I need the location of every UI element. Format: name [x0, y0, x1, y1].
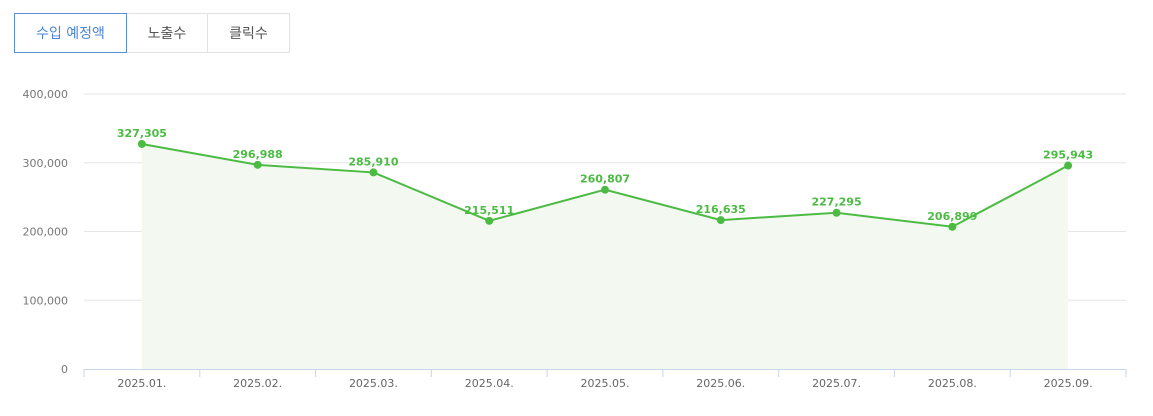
data-label: 327,305 [117, 127, 167, 140]
x-tick-label: 2025.08. [928, 377, 977, 390]
data-label: 206,899 [927, 210, 977, 223]
data-point [485, 216, 494, 225]
tab-clicks[interactable]: 클릭수 [207, 13, 290, 53]
data-point [716, 216, 725, 225]
x-tick-label: 2025.09. [1044, 377, 1093, 390]
y-tick-label: 0 [61, 363, 68, 376]
y-tick-label: 200,000 [23, 226, 69, 239]
data-point [137, 139, 146, 148]
y-tick-label: 400,000 [23, 88, 69, 101]
data-label: 215,511 [464, 204, 514, 217]
metric-tabs: 수입 예정액 노출수 클릭수 [14, 13, 290, 53]
x-tick-label: 2025.04. [465, 377, 514, 390]
data-point [601, 185, 609, 194]
series-area [141, 143, 1069, 369]
data-point [832, 208, 841, 217]
data-point [1064, 161, 1073, 170]
data-point [948, 222, 957, 231]
x-tick-label: 2025.05. [581, 377, 630, 390]
tab-expected-revenue[interactable]: 수입 예정액 [14, 13, 127, 53]
data-point [369, 168, 378, 177]
data-label: 216,635 [696, 203, 746, 216]
y-tick-label: 300,000 [23, 157, 69, 170]
data-label: 260,807 [580, 173, 630, 186]
x-tick-label: 2025.07. [812, 377, 861, 390]
y-tick-label: 100,000 [23, 294, 69, 307]
data-label: 296,988 [233, 148, 283, 161]
x-tick-label: 2025.03. [349, 377, 398, 390]
data-point [253, 160, 262, 169]
data-label: 285,910 [348, 155, 398, 168]
x-tick-label: 2025.06. [696, 377, 745, 390]
x-tick-label: 2025.01. [117, 377, 166, 390]
x-tick-label: 2025.02. [233, 377, 282, 390]
data-label: 295,943 [1043, 149, 1093, 162]
data-label: 227,295 [812, 196, 862, 209]
